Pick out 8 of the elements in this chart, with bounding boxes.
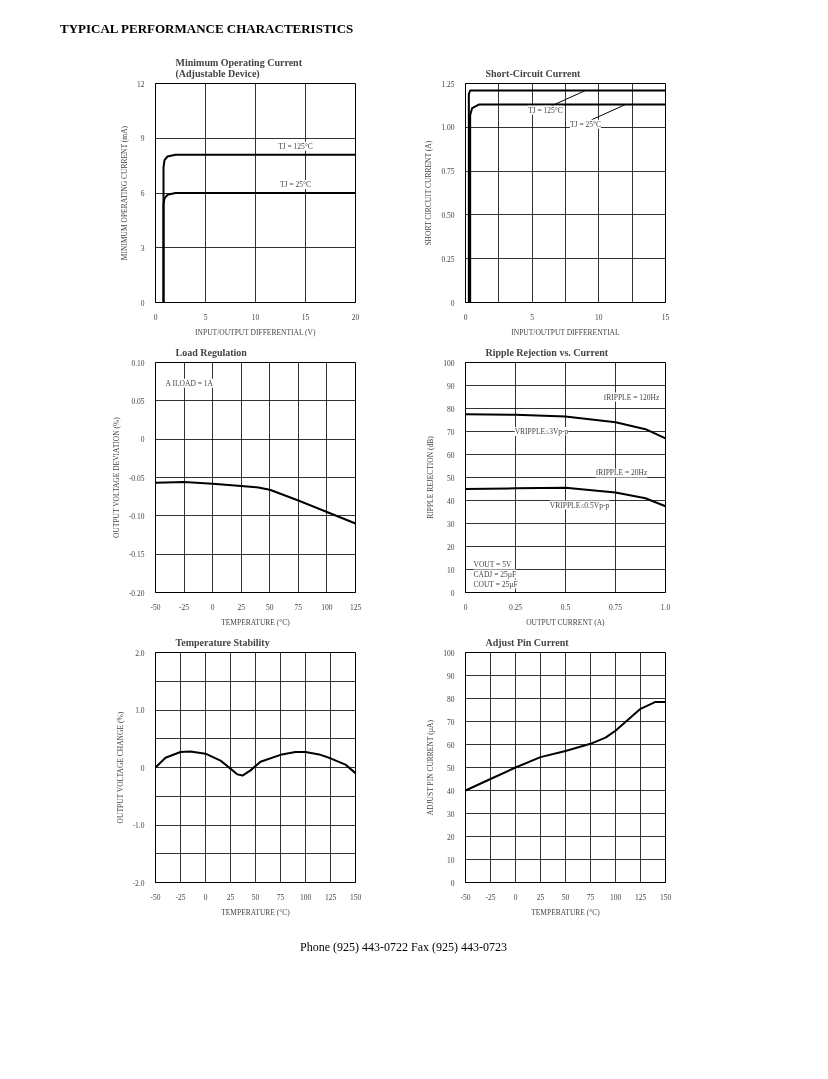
text: Phone (925) 443-0722 Fax (925) 443-0723 bbox=[300, 938, 507, 956]
chart-title: Short-Circuit Current bbox=[485, 67, 582, 79]
chart-title: Minimum Operating Current (Adjustable Device) bbox=[175, 56, 303, 80]
chart-title: Adjust Pin Current bbox=[485, 636, 570, 648]
chart-title: Ripple Rejection vs. Current bbox=[485, 346, 609, 358]
chart-title: Load Regulation bbox=[175, 346, 248, 358]
chart-title: Temperature Stability bbox=[175, 636, 270, 648]
text: TYPICAL PERFORMANCE CHARACTERISTICS bbox=[60, 21, 354, 36]
